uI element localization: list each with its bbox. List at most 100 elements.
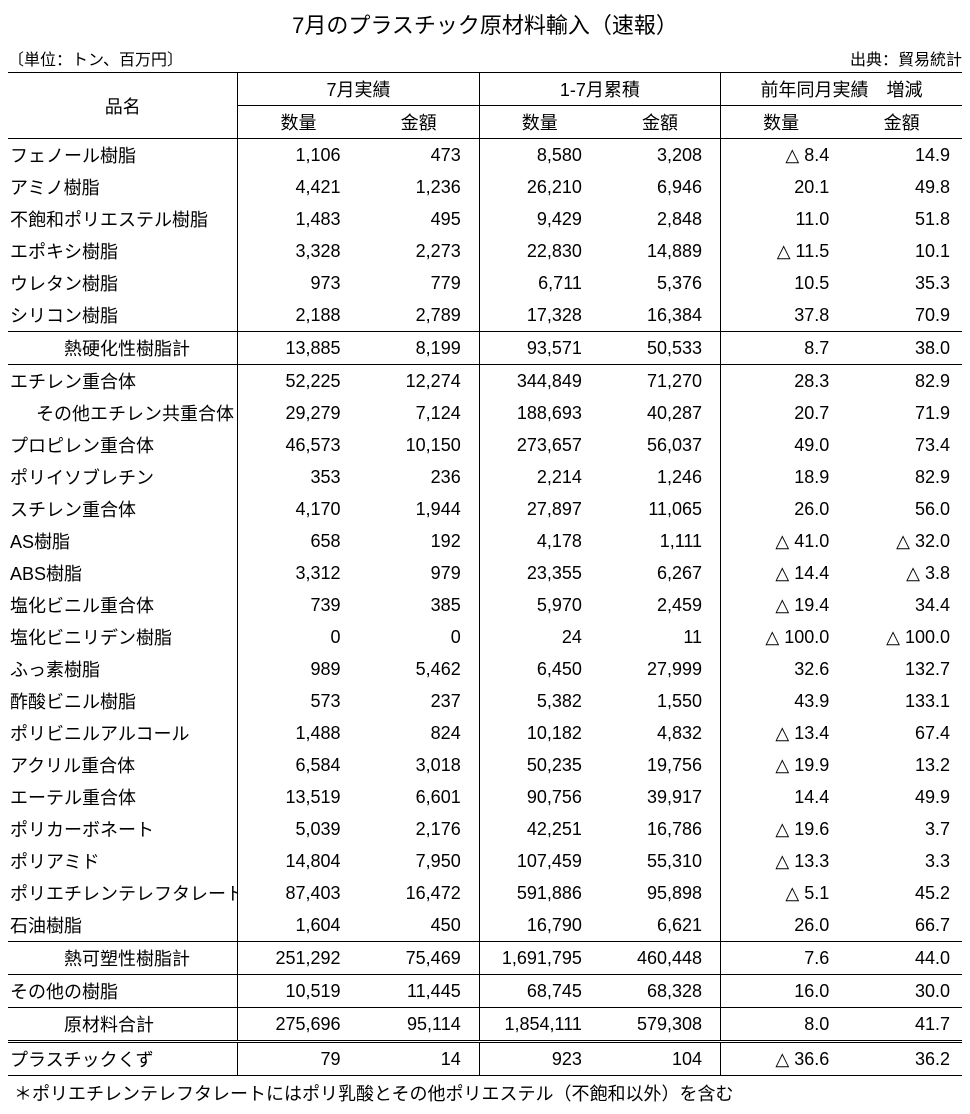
cell-d_qty: △ 8.4: [721, 139, 842, 172]
cell-a_jul: 8,199: [359, 332, 480, 365]
cell-d_amt: 133.1: [841, 685, 962, 717]
subhead-amt: 金額: [841, 106, 962, 139]
cell-q_cum: 68,745: [479, 975, 600, 1008]
item-name: 原材料合計: [8, 1008, 238, 1042]
cell-d_amt: 3.7: [841, 813, 962, 845]
cell-a_jul: 12,274: [359, 365, 480, 398]
cell-q_jul: 3,328: [238, 235, 359, 267]
table-row: ふっ素樹脂9895,4626,45027,99932.6132.7: [8, 653, 962, 685]
cell-d_amt: △ 32.0: [841, 525, 962, 557]
cell-a_jul: 473: [359, 139, 480, 172]
cell-q_jul: 4,421: [238, 171, 359, 203]
table-row: 不飽和ポリエステル樹脂1,4834959,4292,84811.051.8: [8, 203, 962, 235]
cell-a_jul: 495: [359, 203, 480, 235]
cell-a_jul: 11,445: [359, 975, 480, 1008]
item-name: ポリイソブレチン: [8, 461, 238, 493]
cell-q_cum: 50,235: [479, 749, 600, 781]
table-row: ABS樹脂3,31297923,3556,267△ 14.4△ 3.8: [8, 557, 962, 589]
cell-d_qty: △ 13.3: [721, 845, 842, 877]
cell-q_cum: 273,657: [479, 429, 600, 461]
cell-a_cum: 5,376: [600, 267, 721, 299]
item-name: アミノ樹脂: [8, 171, 238, 203]
cell-a_cum: 56,037: [600, 429, 721, 461]
cell-d_qty: △ 36.6: [721, 1042, 842, 1076]
cell-a_cum: 68,328: [600, 975, 721, 1008]
cell-q_cum: 344,849: [479, 365, 600, 398]
cell-d_qty: 28.3: [721, 365, 842, 398]
cell-d_qty: △ 100.0: [721, 621, 842, 653]
cell-d_qty: △ 19.6: [721, 813, 842, 845]
table-row: ウレタン樹脂9737796,7115,37610.535.3: [8, 267, 962, 299]
item-name: 熱可塑性樹脂計: [8, 942, 238, 975]
cell-a_jul: 7,950: [359, 845, 480, 877]
table-row: 熱可塑性樹脂計251,29275,4691,691,795460,4487.64…: [8, 942, 962, 975]
cell-d_amt: 71.9: [841, 397, 962, 429]
cell-d_amt: 56.0: [841, 493, 962, 525]
cell-a_cum: 6,621: [600, 909, 721, 942]
cell-d_amt: 3.3: [841, 845, 962, 877]
cell-q_jul: 1,488: [238, 717, 359, 749]
item-name: プラスチックくず: [8, 1042, 238, 1076]
cell-d_amt: 49.8: [841, 171, 962, 203]
cell-q_jul: 251,292: [238, 942, 359, 975]
cell-d_qty: △ 5.1: [721, 877, 842, 909]
cell-q_cum: 93,571: [479, 332, 600, 365]
cell-a_cum: 104: [600, 1042, 721, 1076]
cell-d_qty: 37.8: [721, 299, 842, 332]
page-title: 7月のプラスチック原材料輸入（速報）: [8, 8, 962, 40]
subhead-amt: 金額: [600, 106, 721, 139]
cell-q_cum: 5,382: [479, 685, 600, 717]
cell-q_jul: 658: [238, 525, 359, 557]
cell-a_jul: 824: [359, 717, 480, 749]
cell-d_amt: 132.7: [841, 653, 962, 685]
cell-q_cum: 24: [479, 621, 600, 653]
cell-a_cum: 39,917: [600, 781, 721, 813]
item-name: 熱硬化性樹脂計: [8, 332, 238, 365]
cell-a_jul: 2,273: [359, 235, 480, 267]
subhead-qty: 数量: [479, 106, 600, 139]
cell-a_jul: 6,601: [359, 781, 480, 813]
cell-q_jul: 3,312: [238, 557, 359, 589]
table-row: その他エチレン共重合体29,2797,124188,69340,28720.77…: [8, 397, 962, 429]
cell-d_amt: 35.3: [841, 267, 962, 299]
cell-q_jul: 275,696: [238, 1008, 359, 1042]
col-header-cumulative: 1-7月累積: [479, 73, 720, 106]
cell-a_cum: 1,111: [600, 525, 721, 557]
cell-d_amt: 70.9: [841, 299, 962, 332]
cell-d_qty: 7.6: [721, 942, 842, 975]
cell-d_qty: 20.7: [721, 397, 842, 429]
cell-a_cum: 50,533: [600, 332, 721, 365]
table-row: フェノール樹脂1,1064738,5803,208△ 8.414.9: [8, 139, 962, 172]
cell-q_cum: 23,355: [479, 557, 600, 589]
item-name: アクリル重合体: [8, 749, 238, 781]
item-name: ポリカーボネート: [8, 813, 238, 845]
cell-q_cum: 10,182: [479, 717, 600, 749]
cell-a_jul: 16,472: [359, 877, 480, 909]
cell-d_qty: △ 11.5: [721, 235, 842, 267]
cell-a_jul: 385: [359, 589, 480, 621]
cell-q_cum: 188,693: [479, 397, 600, 429]
cell-d_qty: 8.0: [721, 1008, 842, 1042]
cell-a_cum: 11,065: [600, 493, 721, 525]
cell-d_qty: 20.1: [721, 171, 842, 203]
cell-q_cum: 17,328: [479, 299, 600, 332]
unit-label: 〔単位：トン、百万円〕: [8, 46, 183, 70]
cell-q_cum: 1,854,111: [479, 1008, 600, 1042]
table-row: ポリビニルアルコール1,48882410,1824,832△ 13.467.4: [8, 717, 962, 749]
cell-q_cum: 591,886: [479, 877, 600, 909]
cell-a_jul: 979: [359, 557, 480, 589]
cell-d_qty: 8.7: [721, 332, 842, 365]
item-name: ふっ素樹脂: [8, 653, 238, 685]
cell-a_cum: 55,310: [600, 845, 721, 877]
item-name: 塩化ビニリデン樹脂: [8, 621, 238, 653]
cell-a_jul: 2,789: [359, 299, 480, 332]
table-row: アミノ樹脂4,4211,23626,2106,94620.149.8: [8, 171, 962, 203]
table-row: シリコン樹脂2,1882,78917,32816,38437.870.9: [8, 299, 962, 332]
cell-q_cum: 5,970: [479, 589, 600, 621]
cell-d_amt: 82.9: [841, 365, 962, 398]
cell-q_jul: 13,885: [238, 332, 359, 365]
cell-a_jul: 95,114: [359, 1008, 480, 1042]
cell-q_jul: 989: [238, 653, 359, 685]
cell-a_jul: 779: [359, 267, 480, 299]
item-name: その他の樹脂: [8, 975, 238, 1008]
